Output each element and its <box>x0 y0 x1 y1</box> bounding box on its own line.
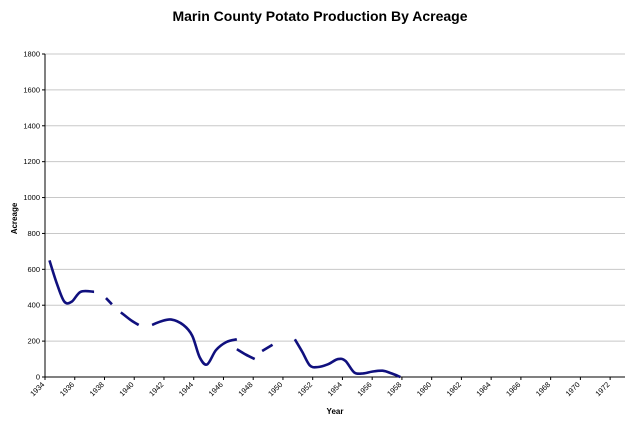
y-tick-label-1200: 1200 <box>23 157 40 166</box>
x-tick-label-1956: 1956 <box>355 380 373 398</box>
x-tick-label-1952: 1952 <box>296 380 314 398</box>
y-tick-labels: 0 200 400 600 800 1000 1200 1400 1600 1800 <box>23 50 45 382</box>
x-tick-label-1966: 1966 <box>504 380 522 398</box>
x-tick-label-1936: 1936 <box>58 380 76 398</box>
x-axis-title: Year <box>327 407 344 416</box>
x-tick-label-1962: 1962 <box>445 380 463 398</box>
x-tick-label-1960: 1960 <box>415 380 433 398</box>
series-line-segment-7 <box>293 338 401 379</box>
series-line-segment-3 <box>120 311 140 327</box>
series-line-segment-2 <box>105 297 113 306</box>
x-tick-label-1964: 1964 <box>474 380 492 398</box>
y-tick-label-600: 600 <box>27 265 40 274</box>
series-acreage <box>48 259 401 379</box>
x-tick-label-1968: 1968 <box>534 380 552 398</box>
y-tick-label-200: 200 <box>27 337 40 346</box>
y-axis-title: Acreage <box>10 202 19 234</box>
y-tick-label-400: 400 <box>27 301 40 310</box>
series-line-segment-4 <box>151 318 238 366</box>
x-tick-label-1934: 1934 <box>28 380 46 398</box>
y-tick-label-1000: 1000 <box>23 193 40 202</box>
x-tick-label-1948: 1948 <box>236 380 254 398</box>
y-tick-label-1600: 1600 <box>23 85 40 94</box>
axes <box>44 54 625 378</box>
x-tick-label-1940: 1940 <box>117 380 135 398</box>
x-tick-label-1972: 1972 <box>593 380 611 398</box>
series-line-segment-6 <box>261 343 274 353</box>
y-tick-label-0: 0 <box>36 373 40 382</box>
x-tick-label-1970: 1970 <box>564 380 582 398</box>
x-tick-labels: 1934 1936 1938 1940 1942 1944 1946 1948 1950 1952… <box>28 377 612 398</box>
y-tick-label-1800: 1800 <box>23 50 40 59</box>
y-tick-label-800: 800 <box>27 229 40 238</box>
x-tick-label-1958: 1958 <box>385 380 403 398</box>
x-tick-label-1950: 1950 <box>266 380 284 398</box>
x-tick-label-1946: 1946 <box>207 380 225 398</box>
series-line-segment-5 <box>236 348 256 361</box>
series-line-segment-1 <box>48 259 95 305</box>
x-tick-label-1954: 1954 <box>326 380 344 398</box>
gridlines <box>45 53 625 342</box>
x-tick-label-1942: 1942 <box>147 380 165 398</box>
chart-title: Marin County Potato Production By Acreag… <box>172 8 468 24</box>
y-tick-label-1400: 1400 <box>23 121 40 130</box>
x-tick-label-1938: 1938 <box>88 380 106 398</box>
x-tick-label-1944: 1944 <box>177 380 195 398</box>
